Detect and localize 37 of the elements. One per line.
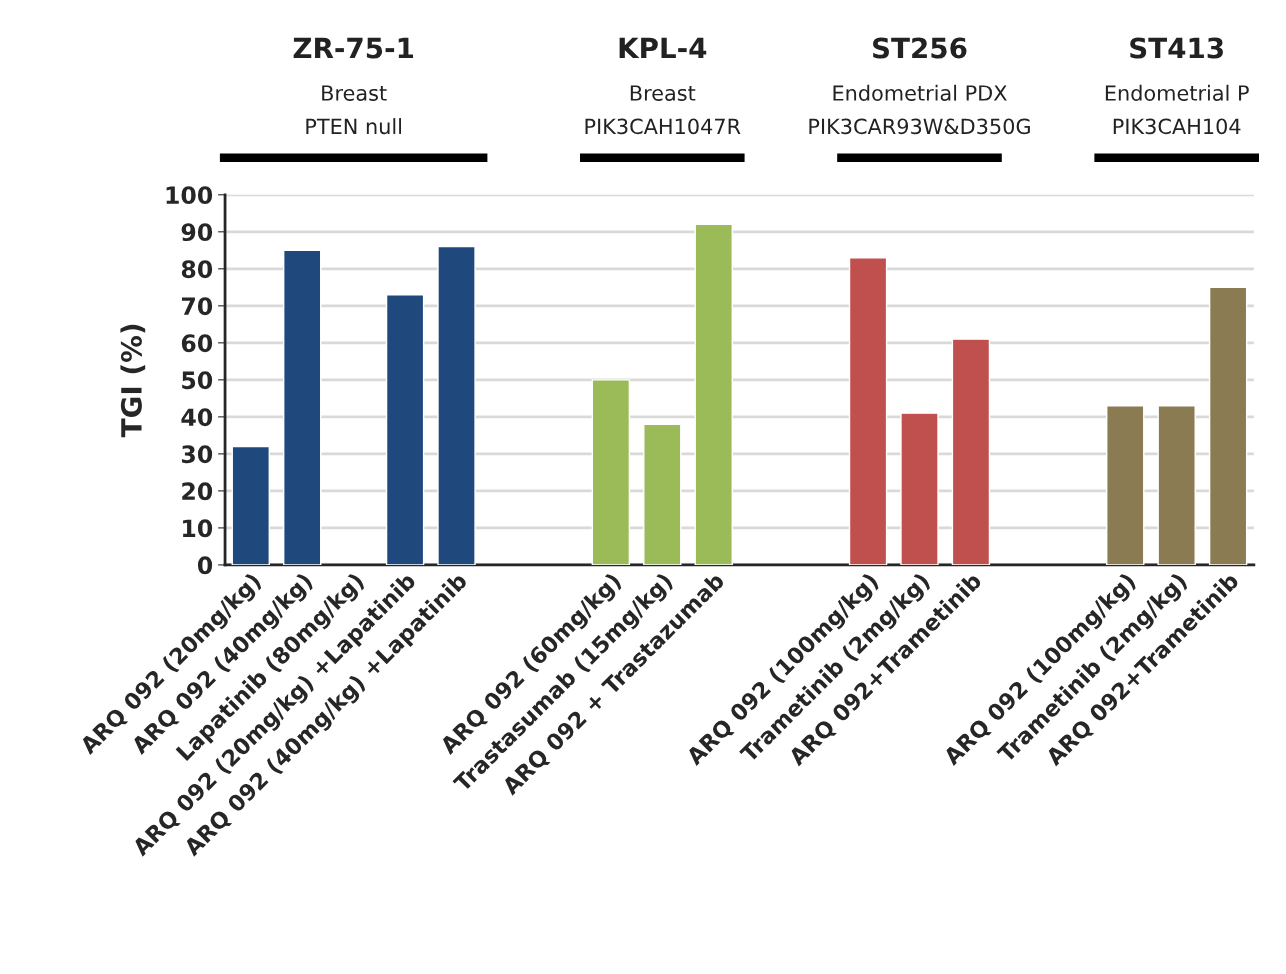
text: Breast [322, 85, 387, 101]
bar [231, 445, 270, 565]
bar [848, 257, 888, 565]
y-tick-label: 70 [181, 297, 213, 316]
y-tick-label: 20 [182, 482, 213, 501]
y-tick-label: 100 [166, 186, 213, 205]
text: PIK3CAH1047R [585, 118, 741, 135]
y-tick-label: 50 [182, 371, 213, 390]
bar [951, 338, 991, 565]
bar [900, 412, 939, 565]
text: ST256 [873, 37, 967, 59]
y-axis-title: TGI (%) [120, 324, 146, 438]
text: ST413 [1130, 37, 1223, 59]
text: Endometrial PDX [833, 84, 1007, 101]
text: PTEN null [306, 118, 402, 135]
y-tick-label: 60 [181, 334, 213, 353]
y-tick-label: 80 [181, 260, 213, 279]
y-tick-label: 10 [183, 519, 213, 538]
y-tick-label: 90 [181, 223, 213, 242]
y-tick-label: 0 [197, 556, 213, 575]
text: Endometrial P [1105, 84, 1249, 101]
bar [437, 245, 476, 565]
bar [385, 294, 425, 565]
bar [694, 223, 733, 565]
text: PIK3CAR93W&D350G [809, 118, 1030, 135]
text: Breast [630, 85, 696, 101]
text: PIK3CAH104 [1113, 118, 1241, 135]
bar [282, 249, 322, 565]
bar [591, 379, 631, 565]
bar [1106, 405, 1145, 565]
text: ZR-75-1 [293, 37, 414, 59]
bar [1208, 286, 1248, 565]
y-tick-label: 40 [181, 408, 213, 427]
bar [1157, 405, 1196, 565]
y-tick-label: 30 [181, 445, 213, 464]
text: KPL-4 [619, 37, 707, 59]
bar [643, 423, 682, 565]
